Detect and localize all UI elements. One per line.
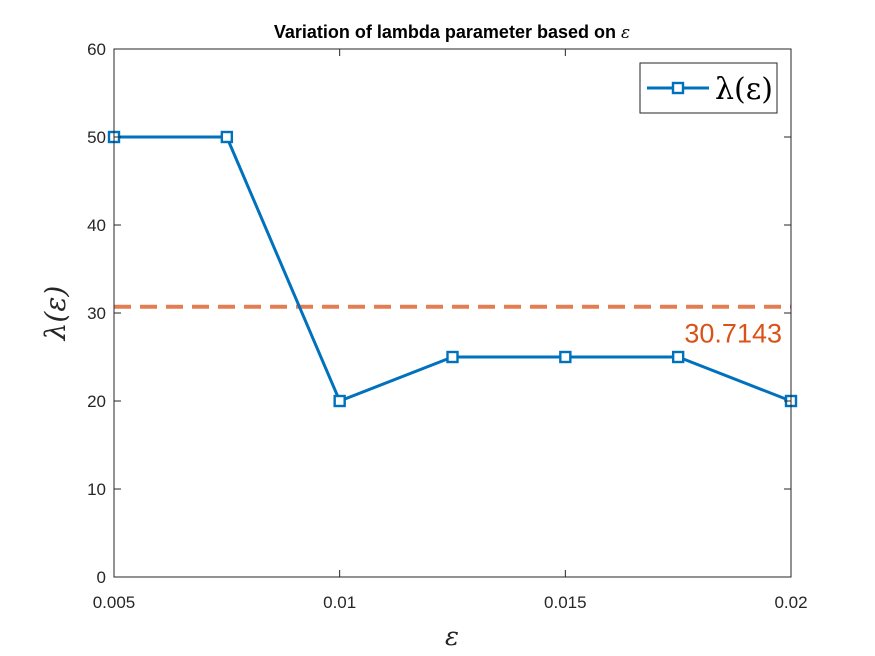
plot-background [114, 49, 791, 577]
chart-title: Variation of lambda parameter based on ε [274, 22, 630, 43]
y-tick-label: 30 [87, 304, 106, 323]
x-ticks-group: 0.005 0.01 0.015 0.02 [93, 49, 808, 612]
legend-marker-sample [671, 81, 685, 95]
x-tick-label: 0.005 [93, 593, 136, 612]
chart-title-symbol: ε [621, 23, 630, 43]
y-tick-label: 0 [97, 568, 106, 587]
data-point-marker [220, 130, 234, 144]
y-tick-label: 40 [87, 216, 106, 235]
legend: λ(ε) [639, 62, 778, 114]
x-tick-label: 0.01 [323, 593, 356, 612]
y-tick-label: 10 [87, 480, 106, 499]
chart-title-text: Variation of lambda parameter based on [274, 22, 621, 42]
data-point-marker [559, 350, 572, 364]
y-tick-label: 20 [87, 392, 106, 411]
y-axis-label: λ(ε) [39, 286, 72, 342]
y-tick-label: 60 [87, 40, 106, 59]
data-point-marker [446, 350, 459, 364]
reference-value-label: 30.7143 [684, 319, 782, 349]
x-axis-label: ε [445, 622, 459, 652]
x-tick-label: 0.015 [544, 593, 587, 612]
x-tick-label: 0.02 [774, 593, 807, 612]
data-point-marker [671, 350, 685, 364]
legend-label: λ(ε) [715, 72, 773, 107]
reference-line-group: 30.7143 [114, 304, 791, 349]
series-group [107, 130, 798, 408]
data-point-marker [333, 394, 346, 408]
y-ticks-group: 0 10 20 30 40 50 60 [87, 40, 791, 587]
y-tick-label: 50 [87, 128, 106, 147]
